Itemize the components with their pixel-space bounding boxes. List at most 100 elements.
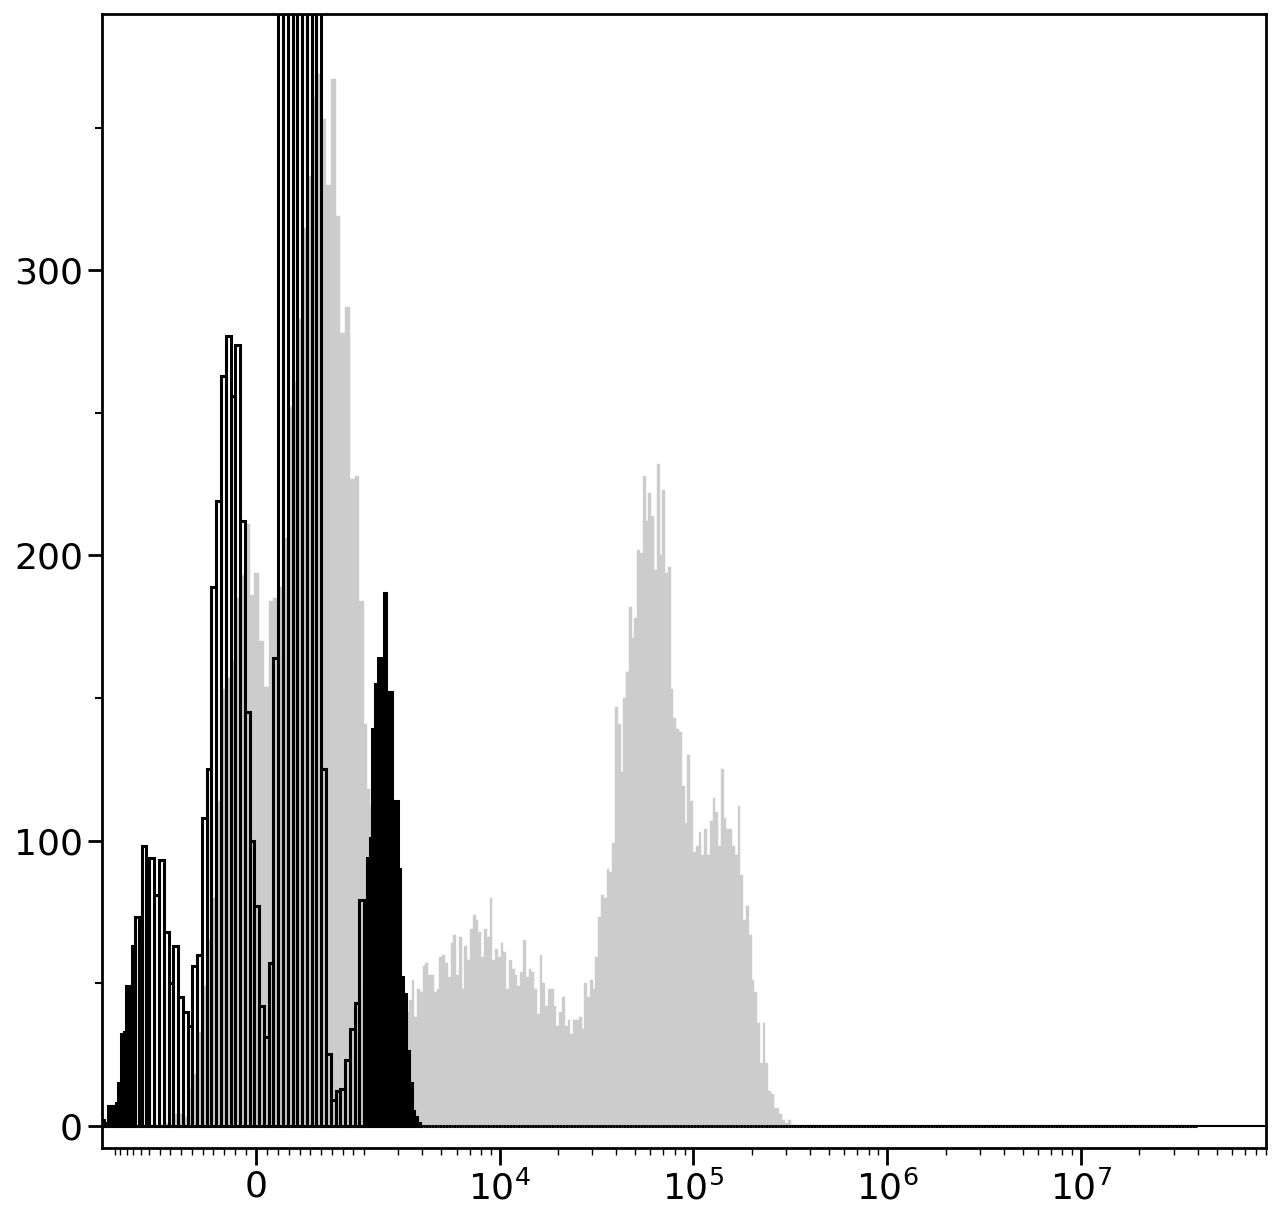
- Bar: [785, 1122, 787, 1126]
- Bar: [439, 958, 442, 1126]
- Bar: [389, 692, 392, 1126]
- Bar: [316, 73, 321, 1126]
- Bar: [635, 619, 637, 1126]
- Bar: [293, 382, 297, 1126]
- Bar: [378, 658, 381, 1126]
- Bar: [159, 860, 164, 1126]
- Bar: [129, 1017, 132, 1126]
- Bar: [529, 969, 531, 1126]
- Bar: [154, 894, 159, 1126]
- Bar: [381, 966, 384, 1126]
- Bar: [124, 1032, 127, 1126]
- Bar: [311, 96, 316, 1126]
- Bar: [118, 1083, 120, 1126]
- Bar: [349, 478, 355, 1126]
- Bar: [456, 975, 460, 1126]
- Bar: [259, 640, 264, 1126]
- Bar: [211, 898, 216, 1126]
- Bar: [690, 800, 692, 1126]
- Bar: [676, 730, 680, 1126]
- Bar: [609, 872, 612, 1126]
- Bar: [763, 1022, 765, 1126]
- Bar: [484, 928, 486, 1126]
- Bar: [436, 988, 439, 1126]
- Bar: [197, 954, 202, 1126]
- Bar: [780, 1114, 782, 1126]
- Bar: [326, 185, 330, 1126]
- Bar: [737, 806, 740, 1126]
- Bar: [173, 946, 178, 1126]
- Bar: [398, 869, 401, 1126]
- Bar: [422, 966, 425, 1126]
- Bar: [431, 975, 434, 1126]
- Bar: [146, 883, 150, 1126]
- Bar: [429, 975, 431, 1126]
- Bar: [682, 787, 685, 1126]
- Bar: [692, 852, 696, 1126]
- Bar: [662, 490, 666, 1126]
- Bar: [515, 975, 517, 1126]
- Bar: [316, 0, 321, 1126]
- Bar: [462, 988, 465, 1126]
- Bar: [657, 465, 659, 1126]
- Bar: [178, 1114, 183, 1126]
- Bar: [470, 928, 472, 1126]
- Bar: [225, 678, 230, 1126]
- Bar: [425, 963, 429, 1126]
- Bar: [554, 1005, 557, 1126]
- Bar: [330, 1100, 335, 1126]
- Bar: [115, 1103, 118, 1126]
- Bar: [389, 1000, 392, 1126]
- Bar: [621, 772, 623, 1126]
- Bar: [595, 958, 598, 1126]
- Bar: [387, 692, 389, 1126]
- Bar: [111, 1105, 113, 1126]
- Bar: [360, 900, 364, 1126]
- Bar: [197, 1032, 202, 1126]
- Bar: [326, 1054, 330, 1126]
- Bar: [685, 824, 687, 1126]
- Bar: [623, 698, 626, 1126]
- Bar: [540, 954, 543, 1126]
- Bar: [654, 570, 657, 1126]
- Bar: [453, 935, 456, 1126]
- Bar: [164, 1122, 169, 1126]
- Bar: [434, 992, 436, 1126]
- Bar: [372, 730, 375, 1126]
- Bar: [355, 1003, 360, 1126]
- Bar: [367, 858, 370, 1126]
- Bar: [777, 1109, 780, 1126]
- Bar: [495, 949, 498, 1126]
- Bar: [607, 869, 609, 1126]
- Bar: [543, 983, 545, 1126]
- Bar: [406, 1052, 408, 1126]
- Bar: [335, 1092, 340, 1126]
- Bar: [255, 572, 259, 1126]
- Bar: [579, 1017, 581, 1126]
- Bar: [415, 1118, 417, 1126]
- Bar: [550, 988, 554, 1126]
- Bar: [573, 1020, 576, 1126]
- Bar: [754, 992, 756, 1126]
- Bar: [211, 587, 216, 1126]
- Bar: [649, 493, 652, 1126]
- Bar: [255, 906, 259, 1126]
- Bar: [384, 593, 387, 1126]
- Bar: [302, 228, 307, 1126]
- Bar: [394, 800, 398, 1126]
- Bar: [751, 980, 754, 1126]
- Bar: [628, 606, 632, 1126]
- Bar: [564, 1026, 567, 1126]
- Bar: [417, 1122, 420, 1126]
- Bar: [225, 336, 230, 1126]
- Bar: [451, 943, 453, 1126]
- Bar: [465, 946, 467, 1126]
- Bar: [760, 1063, 763, 1126]
- Bar: [370, 806, 372, 1126]
- Bar: [202, 986, 206, 1126]
- Bar: [283, 0, 288, 1126]
- Bar: [398, 1020, 401, 1126]
- Bar: [307, 0, 311, 1126]
- Bar: [138, 926, 142, 1126]
- Bar: [735, 855, 737, 1126]
